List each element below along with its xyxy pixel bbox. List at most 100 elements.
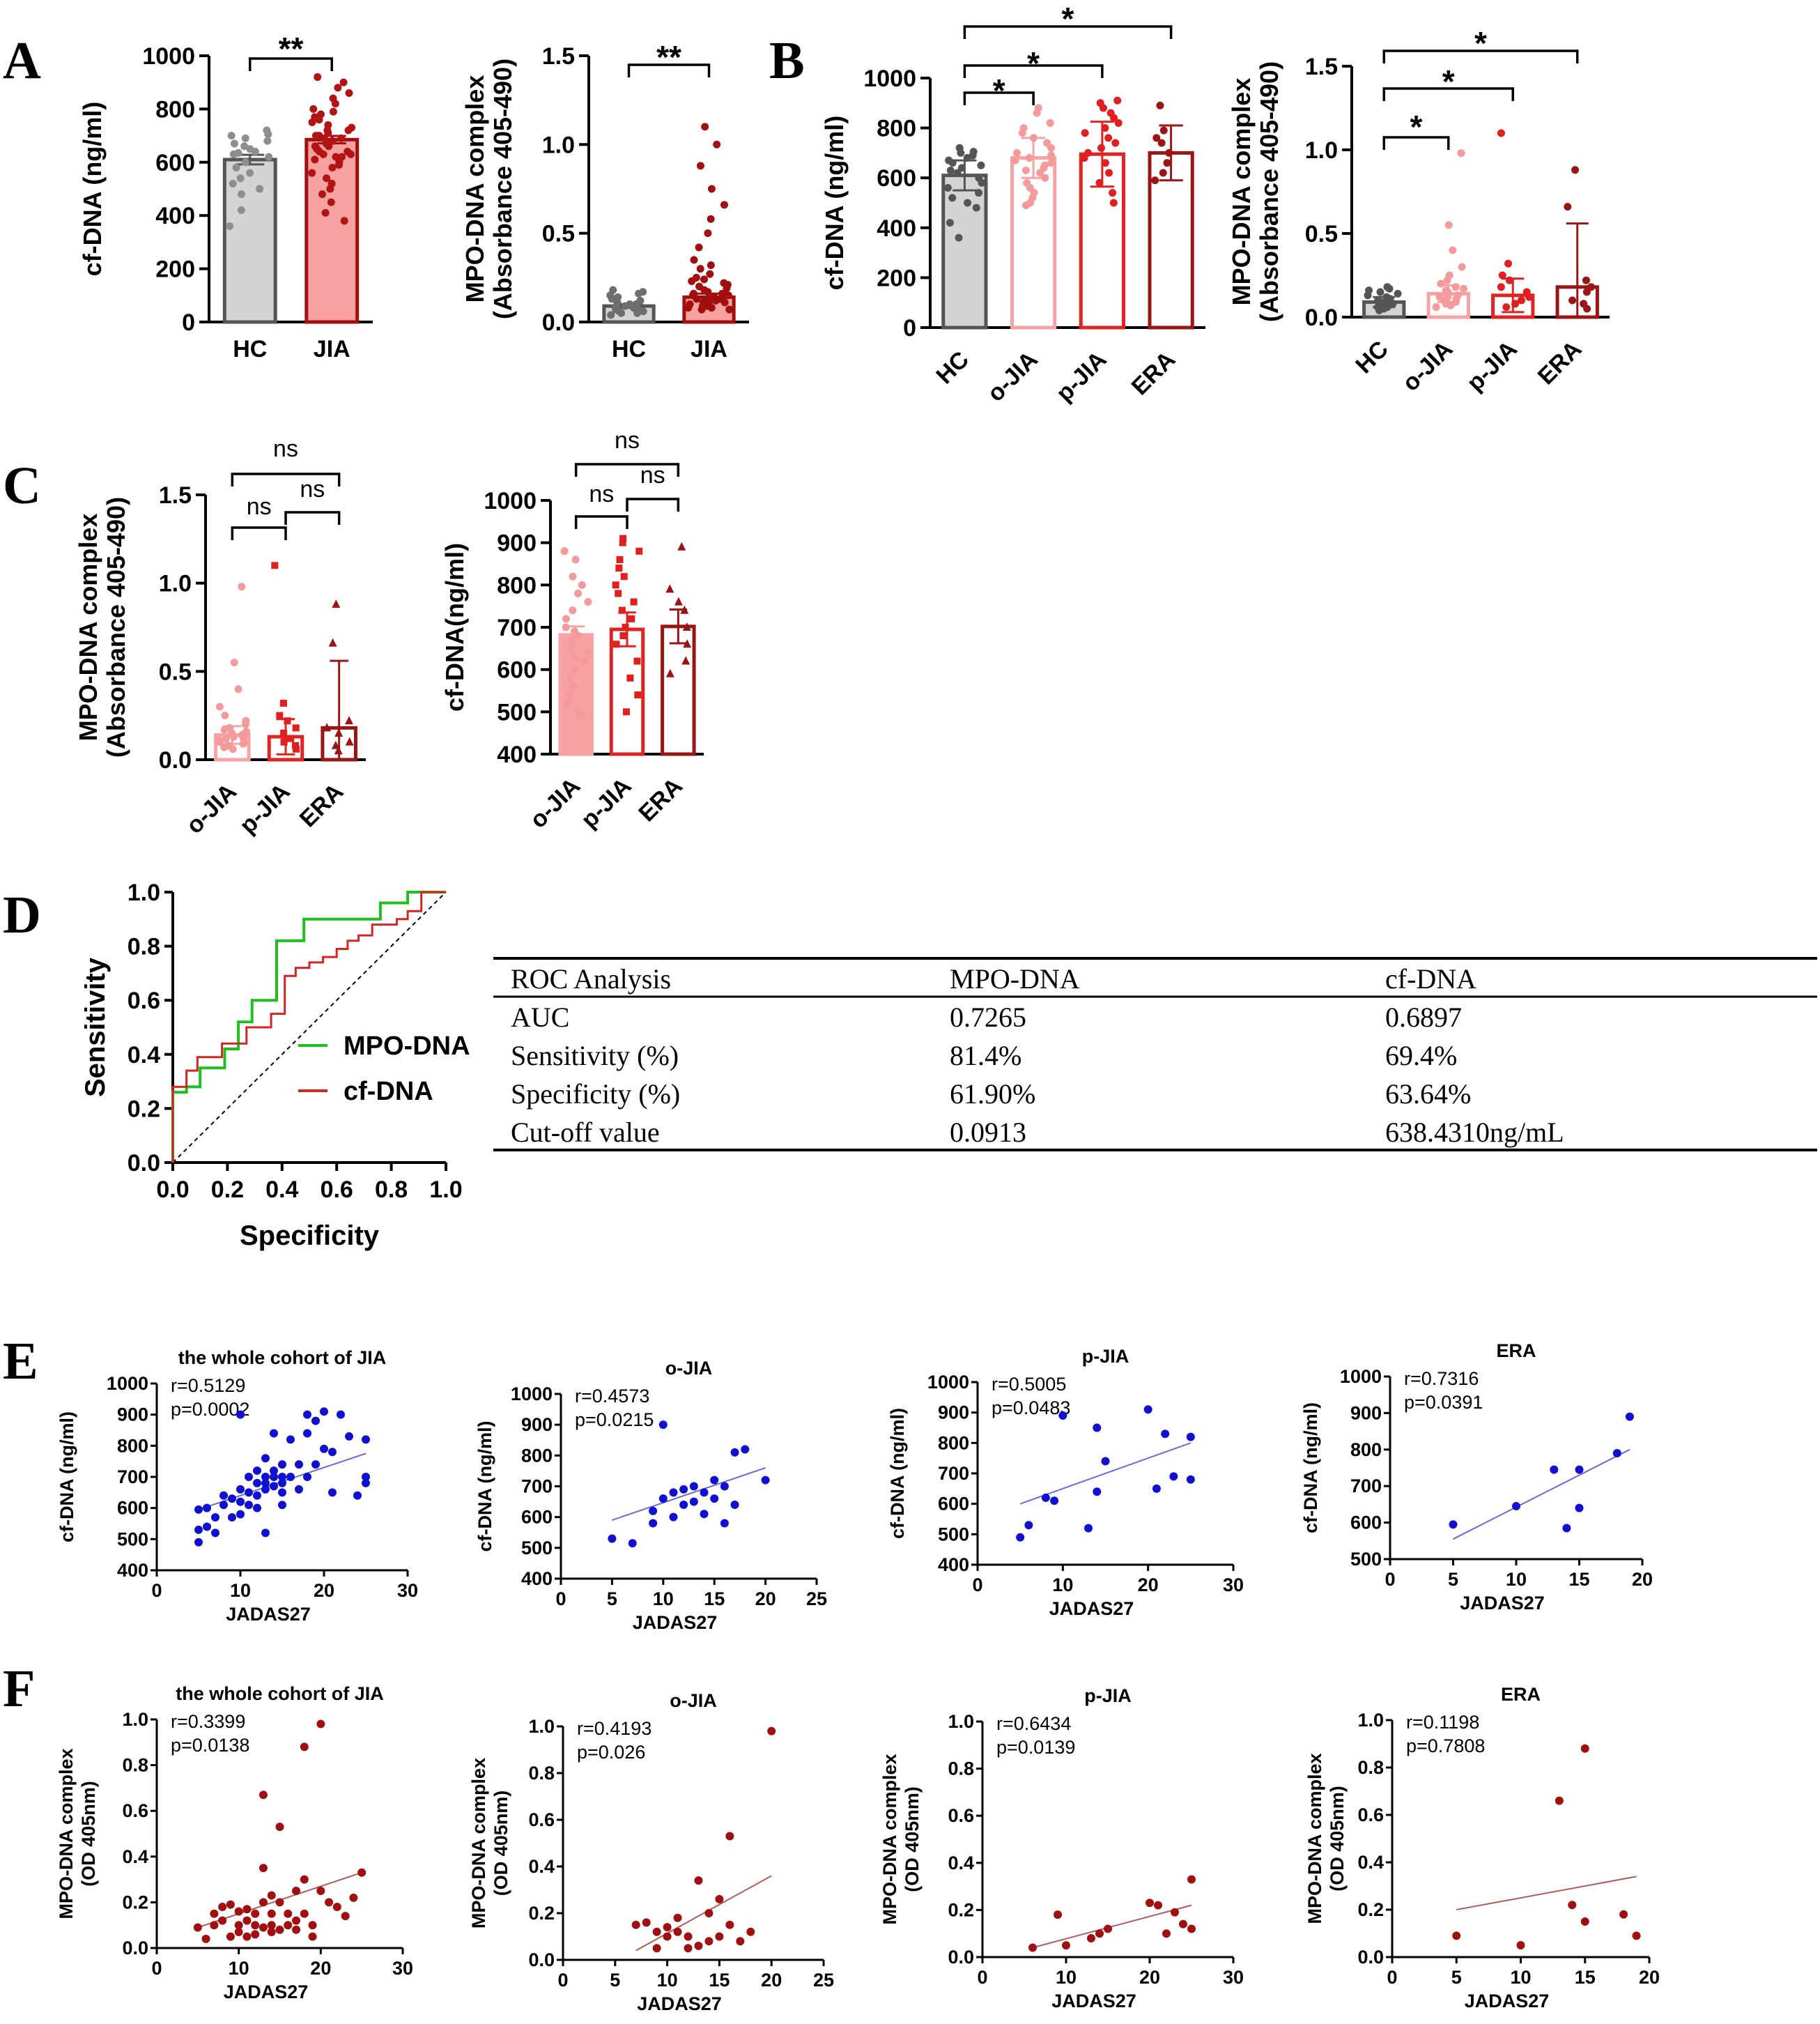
data-point [1021, 166, 1030, 174]
y-tick-label: 0.4 [948, 1853, 974, 1873]
data-point [1460, 284, 1468, 293]
x-tick-label: 0.4 [265, 1176, 298, 1203]
data-point [275, 1925, 284, 1934]
y-axis-title: cf-DNA (ng/ml) [887, 1408, 908, 1539]
y-tick-label: 0.8 [528, 1763, 555, 1784]
data-point [710, 1475, 719, 1485]
data-point [232, 163, 240, 171]
data-point [565, 691, 573, 699]
data-point [617, 309, 626, 317]
data-point [684, 1932, 693, 1941]
y-tick-label: 0.6 [128, 988, 160, 1014]
data-point [1187, 1875, 1196, 1884]
data-point [279, 699, 287, 707]
data-point [1625, 1412, 1634, 1421]
data-point [1028, 1943, 1037, 1952]
y-tick-label: 400 [938, 1554, 969, 1575]
y-tick-label: 0.4 [1357, 1852, 1384, 1873]
data-point [1457, 149, 1465, 158]
x-tick-label: 10 [653, 1588, 674, 1609]
data-point [261, 1478, 270, 1487]
x-tick-label: 0 [557, 1970, 568, 1991]
y-tick-label: 1.0 [128, 880, 160, 906]
data-point [332, 153, 340, 161]
data-point [334, 746, 343, 755]
data-point [1097, 144, 1106, 152]
data-point [621, 302, 629, 310]
data-point [741, 1445, 750, 1454]
x-axis-title: JADAS27 [637, 1993, 722, 2014]
data-point [683, 639, 692, 648]
data-point [767, 1726, 776, 1735]
x-axis-title: JADAS27 [633, 1612, 718, 1633]
data-point [1171, 1908, 1179, 1917]
data-point [308, 1932, 317, 1941]
chart-a2: 0.0 0.5 1.0 1.5 MPO-DNA complex(Absorbance 4… [461, 39, 749, 362]
y-tick-label: 900 [521, 1414, 553, 1435]
data-point [1109, 189, 1117, 197]
significance-bracket [249, 57, 333, 71]
data-point [237, 190, 245, 199]
data-point [251, 1909, 260, 1918]
significance-bracket [231, 473, 341, 486]
data-point [210, 1909, 219, 1918]
data-point [1159, 126, 1168, 135]
y-tick-label: 1000 [107, 1373, 148, 1394]
data-point [215, 738, 224, 746]
data-point [1163, 159, 1171, 167]
data-point [704, 229, 712, 238]
data-point [1080, 154, 1088, 162]
data-point [1146, 1899, 1154, 1908]
data-point [663, 1932, 672, 1941]
y-tick-label: 0.0 [159, 747, 192, 774]
significance-bracket [627, 63, 711, 77]
table-header-cell: MPO-DNA [950, 963, 1080, 995]
y-tick-label: 1000 [142, 43, 195, 70]
y-axis-title: MPO-DNA complex(OD 405nm) [879, 1754, 923, 1924]
x-tick-label: 15 [704, 1588, 725, 1609]
reference-diagonal [172, 891, 447, 1163]
data-point [626, 674, 634, 682]
data-point [1511, 300, 1520, 308]
data-point [228, 1494, 236, 1503]
y-tick-label: 0.0 [528, 1949, 555, 1970]
data-point [574, 589, 583, 597]
data-point [622, 708, 630, 716]
data-point [226, 1932, 235, 1941]
data-point [261, 1473, 270, 1481]
data-point [562, 623, 570, 631]
data-point [1516, 1941, 1525, 1949]
data-point [222, 735, 230, 743]
data-point [1047, 159, 1056, 167]
data-point [271, 562, 279, 569]
table-cell: 81.4% [950, 1040, 1021, 1071]
data-point [337, 134, 346, 142]
data-point [720, 298, 729, 307]
x-tick-label: 30 [1223, 1574, 1244, 1595]
data-point [332, 1902, 341, 1911]
data-point [362, 1478, 370, 1487]
y-tick-label: 200 [155, 256, 195, 283]
data-point [1432, 303, 1440, 312]
panel-label-d: D [3, 886, 41, 944]
data-point [580, 657, 588, 666]
y-tick-label: 500 [1350, 1549, 1382, 1570]
y-tick-label: 700 [1350, 1475, 1382, 1496]
data-point [295, 1485, 303, 1494]
data-point [1101, 124, 1109, 132]
data-point [308, 118, 316, 126]
significance-label: * [993, 72, 1005, 109]
data-point [234, 1928, 243, 1937]
x-tick-label: 10 [1056, 1967, 1077, 1988]
data-point [1114, 118, 1123, 127]
x-tick-label: 20 [1632, 1569, 1653, 1590]
data-point [1162, 1929, 1171, 1938]
data-point [300, 1875, 309, 1884]
legend-label: cf-DNA [344, 1077, 433, 1106]
chart-f3: 0.0 0.2 0.4 0.6 0.8 1.0 0 10 20 30 JADAS27 MPO-DNA … [879, 1685, 1244, 2011]
data-point [245, 1488, 253, 1497]
data-point [328, 638, 337, 647]
data-point [220, 743, 229, 751]
correlation-r: r=0.4193 [577, 1718, 651, 1739]
data-point [264, 130, 272, 139]
